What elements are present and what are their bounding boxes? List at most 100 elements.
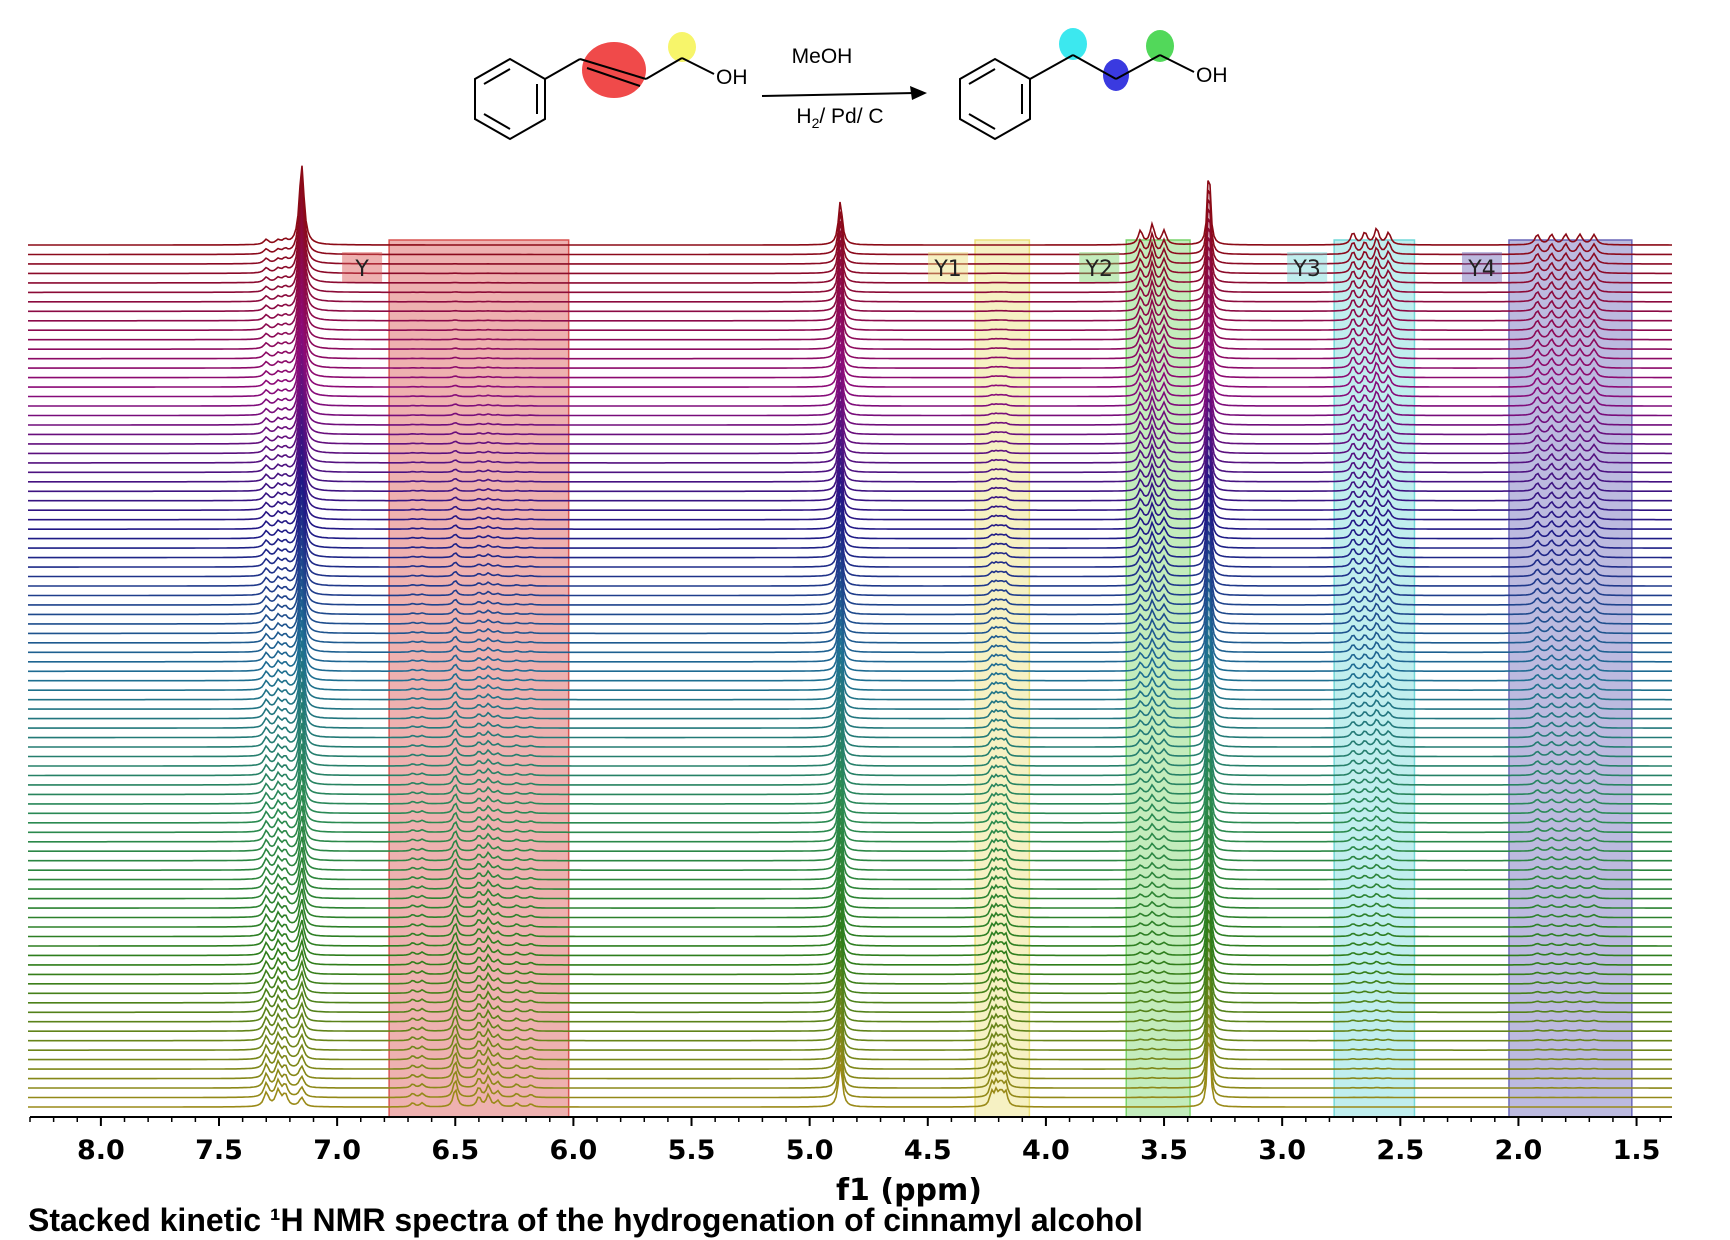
spectrum-trace xyxy=(28,540,1672,606)
spectrum-trace xyxy=(28,528,1673,597)
spectrum-trace xyxy=(28,616,1672,682)
spectrum-trace xyxy=(28,490,1672,559)
spectrum-trace xyxy=(28,897,1672,966)
spectrum-trace xyxy=(28,603,1672,673)
x-tick-label: 3.0 xyxy=(1258,1135,1306,1166)
reaction-arrow xyxy=(761,92,916,97)
x-tick-label: 1.5 xyxy=(1613,1135,1661,1166)
spectrum-trace xyxy=(28,833,1672,900)
spectrum-trace xyxy=(28,1032,1672,1099)
reactant-oh-label: OH xyxy=(716,66,748,89)
x-tick-label: 7.5 xyxy=(195,1135,243,1166)
x-tick-label: 3.5 xyxy=(1140,1135,1188,1166)
x-tick-label: 5.5 xyxy=(668,1135,716,1166)
spectrum-trace xyxy=(28,1013,1672,1080)
spectrum-trace xyxy=(28,641,1672,710)
spectrum-trace xyxy=(28,587,1672,654)
region-label-y1: Y1 xyxy=(933,257,961,282)
spectrum-trace xyxy=(28,511,1672,578)
x-tick-label: 5.0 xyxy=(786,1135,834,1166)
region-label-y2: Y2 xyxy=(1085,257,1113,282)
region-label-y4: Y4 xyxy=(1467,257,1495,282)
region-label-box-y3 xyxy=(1287,252,1328,282)
c3-highlight xyxy=(1146,30,1174,62)
reagent-bottom: H2/ Pd/ C xyxy=(796,105,883,131)
spectrum-trace xyxy=(28,926,1672,995)
spectrum-trace xyxy=(28,461,1672,530)
region-label-box-y xyxy=(342,252,383,282)
spectrum-trace xyxy=(28,821,1672,890)
reaction-scheme: OH MeOH H2/ Pd/ C OH xyxy=(474,28,1228,141)
spectrum-trace xyxy=(28,947,1672,1014)
spectrum-trace xyxy=(28,1001,1672,1070)
spectrum-trace xyxy=(28,521,1672,587)
spectrum-trace xyxy=(28,720,1672,786)
spectrum-trace xyxy=(28,935,1672,1004)
x-tick-label: 2.5 xyxy=(1376,1135,1424,1166)
spectrum-trace xyxy=(28,973,1672,1042)
spectrum-trace xyxy=(28,850,1672,919)
ch2-oh-highlight xyxy=(668,32,696,62)
spectrum-trace xyxy=(28,805,1672,872)
spectra-stack xyxy=(28,165,1673,1108)
spectrum-trace xyxy=(28,483,1672,549)
spectrum-trace xyxy=(28,777,1672,843)
spectrum-trace xyxy=(28,815,1672,881)
region-label-box-y4 xyxy=(1461,252,1502,282)
figure-caption: Stacked kinetic ¹H NMR spectra of the hy… xyxy=(28,1202,1143,1238)
x-tick-label: 6.0 xyxy=(549,1135,597,1166)
spectrum-trace xyxy=(28,783,1672,852)
spectrum-trace xyxy=(28,445,1672,511)
spectrum-trace xyxy=(28,758,1672,824)
spectrum-trace xyxy=(28,679,1672,748)
spectrum-trace xyxy=(28,888,1672,957)
spectrum-trace xyxy=(28,995,1672,1061)
c2-highlight xyxy=(1103,59,1129,91)
spectrum-trace xyxy=(28,767,1672,834)
spectrum-trace xyxy=(28,919,1672,985)
region-labels: Y Y1 Y2 Y3 Y4 xyxy=(342,252,1502,282)
spectrum-trace xyxy=(28,625,1672,691)
spectrum-trace xyxy=(28,653,1672,720)
region-label-y3: Y3 xyxy=(1292,257,1320,282)
x-tick-label: 4.0 xyxy=(1022,1135,1070,1166)
spectrum-trace xyxy=(28,701,1672,767)
spectrum-trace xyxy=(28,909,1672,976)
spectrum-trace xyxy=(28,1023,1672,1089)
spectrum-trace xyxy=(28,691,1672,758)
spectrum-trace xyxy=(28,165,1672,246)
reagent-top: MeOH xyxy=(792,45,853,68)
arrow-head-icon xyxy=(910,86,927,100)
spectrum-trace xyxy=(28,985,1672,1051)
region-label-box-y1 xyxy=(928,252,969,282)
spectrum-trace xyxy=(28,452,1672,521)
spectrum-trace xyxy=(28,739,1672,805)
product-oh-label: OH xyxy=(1196,64,1228,87)
x-tick-label: 6.5 xyxy=(431,1135,479,1166)
spectrum-trace xyxy=(28,1039,1672,1108)
spectrum-trace xyxy=(28,502,1672,568)
spectrum-trace xyxy=(28,871,1672,938)
spectrum-trace xyxy=(28,796,1672,862)
region-label-box-y2 xyxy=(1079,252,1120,282)
x-axis-label: f1 (ppm) xyxy=(836,1173,982,1208)
spectrum-trace xyxy=(28,559,1672,625)
c1-highlight xyxy=(1059,28,1087,60)
spectrum-trace xyxy=(28,963,1672,1032)
x-tick-label: 4.5 xyxy=(904,1135,952,1166)
spectrum-trace xyxy=(28,746,1672,815)
spectrum-trace xyxy=(28,578,1672,644)
spectrum-trace xyxy=(28,859,1672,928)
spectrum-trace xyxy=(28,843,1672,909)
spectrum-trace xyxy=(28,549,1672,616)
spectrum-trace xyxy=(28,881,1672,947)
x-axis: 8.0 7.5 7.0 6.5 6.0 5.5 5.0 4.5 4.0 3.5 3.0 2.5 2.0 1… xyxy=(29,1116,1672,1166)
product-structure xyxy=(959,54,1195,141)
reactant-structure xyxy=(474,57,715,141)
x-tick-label: 8.0 xyxy=(77,1135,125,1166)
spectrum-trace xyxy=(28,473,1672,540)
x-tick-label: 2.0 xyxy=(1495,1135,1543,1166)
spectrum-trace xyxy=(28,597,1672,663)
spectrum-trace xyxy=(28,632,1672,701)
